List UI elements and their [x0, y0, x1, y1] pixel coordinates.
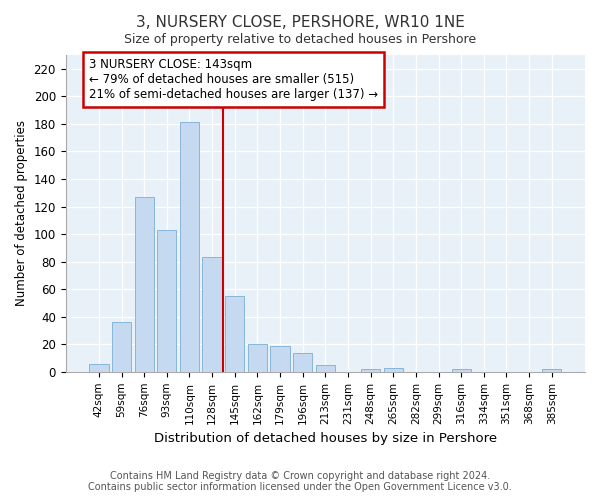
Text: 3, NURSERY CLOSE, PERSHORE, WR10 1NE: 3, NURSERY CLOSE, PERSHORE, WR10 1NE	[136, 15, 464, 30]
Bar	[180, 122, 199, 372]
Bar	[271, 346, 290, 372]
Bar	[202, 258, 222, 372]
Y-axis label: Number of detached properties: Number of detached properties	[15, 120, 28, 306]
Bar	[361, 369, 380, 372]
Bar	[134, 197, 154, 372]
Bar	[112, 322, 131, 372]
Text: Contains HM Land Registry data © Crown copyright and database right 2024.
Contai: Contains HM Land Registry data © Crown c…	[88, 471, 512, 492]
Bar	[452, 369, 471, 372]
Bar	[248, 344, 267, 372]
X-axis label: Distribution of detached houses by size in Pershore: Distribution of detached houses by size …	[154, 432, 497, 445]
Bar	[383, 368, 403, 372]
Text: Size of property relative to detached houses in Pershore: Size of property relative to detached ho…	[124, 32, 476, 46]
Bar	[89, 364, 109, 372]
Bar	[542, 369, 562, 372]
Bar	[293, 352, 313, 372]
Text: 3 NURSERY CLOSE: 143sqm
← 79% of detached houses are smaller (515)
21% of semi-d: 3 NURSERY CLOSE: 143sqm ← 79% of detache…	[89, 58, 378, 101]
Bar	[316, 365, 335, 372]
Bar	[157, 230, 176, 372]
Bar	[225, 296, 244, 372]
